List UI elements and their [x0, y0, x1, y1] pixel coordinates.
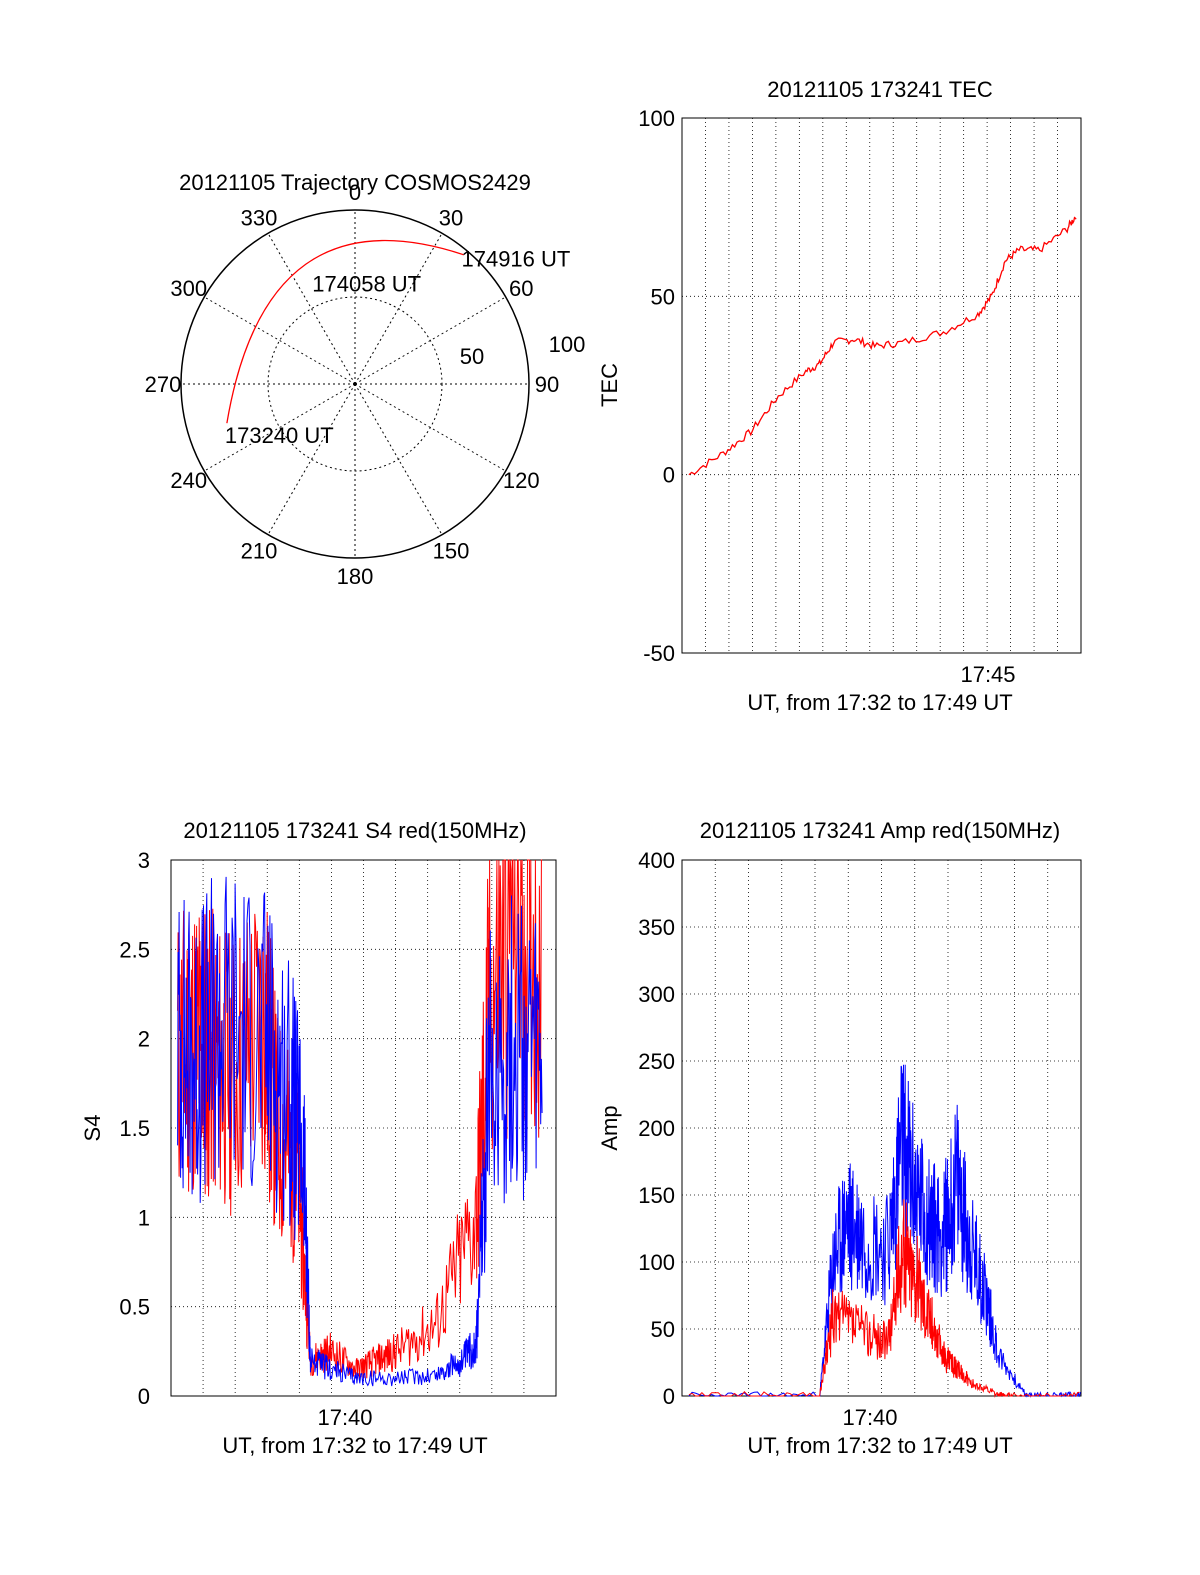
- azimuth-label: 120: [503, 468, 540, 493]
- elevation-label: 100: [549, 332, 586, 357]
- trajectory-point-labels: 173240 UT 174058 UT 174916 UT: [225, 247, 570, 448]
- y-tick-label: 2: [138, 1027, 150, 1052]
- y-tick-label: 0: [663, 463, 675, 488]
- azimuth-label: 150: [433, 538, 470, 563]
- amp-title: 20121105 173241 Amp red(150MHz): [700, 818, 1060, 843]
- amp-x-tick-label: 17:40: [842, 1405, 897, 1430]
- s4-grid: [171, 859, 556, 1397]
- amp-x-axis-label: UT, from 17:32 to 17:49 UT: [747, 1433, 1012, 1458]
- y-tick-label: 2.5: [119, 937, 150, 962]
- azimuth-label: 30: [439, 206, 463, 231]
- polar-spoke: [267, 233, 356, 385]
- amp-blue-series: [688, 1064, 1081, 1398]
- y-tick-label: 150: [638, 1183, 675, 1208]
- point-label-mid: 174058 UT: [312, 272, 421, 297]
- y-tick-label: 1: [138, 1205, 150, 1230]
- tec-y-axis-label: TEC: [597, 363, 622, 407]
- tec-y-tick-labels: 100 50 0 -50: [638, 106, 675, 666]
- azimuth-label: 180: [337, 564, 374, 589]
- y-tick-label: 50: [651, 1317, 675, 1342]
- azimuth-labels: 0 30 60 90 120 150 180 210 240 270 300 330: [145, 180, 560, 589]
- s4-blue-series: [177, 876, 543, 1387]
- amp-y-axis-label: Amp: [597, 1105, 622, 1150]
- s4-y-axis-label: S4: [80, 1115, 105, 1142]
- tec-series-line: [688, 216, 1077, 476]
- s4-title: 20121105 173241 S4 red(150MHz): [183, 818, 526, 843]
- s4-series: [177, 859, 543, 1387]
- elevation-labels: 50 100: [460, 332, 586, 369]
- y-tick-label: 3: [138, 848, 150, 873]
- y-tick-label: 300: [638, 982, 675, 1007]
- polar-spoke: [354, 233, 443, 385]
- trajectory-title: 20121105 Trajectory COSMOS2429: [179, 170, 531, 195]
- y-tick-label: 0.5: [119, 1295, 150, 1320]
- s4-x-axis-label: UT, from 17:32 to 17:49 UT: [222, 1433, 487, 1458]
- azimuth-label: 0: [349, 180, 361, 205]
- azimuth-label: 330: [241, 206, 278, 231]
- amp-red-series: [688, 1199, 1080, 1398]
- y-tick-label: -50: [643, 641, 675, 666]
- elevation-label: 50: [460, 344, 484, 369]
- azimuth-label: 60: [509, 276, 533, 301]
- tec-title: 20121105 173241 TEC: [767, 77, 993, 102]
- y-tick-label: 1.5: [119, 1116, 150, 1141]
- polar-spoke: [267, 383, 356, 535]
- amp-grid: [682, 859, 1081, 1397]
- y-tick-label: 200: [638, 1116, 675, 1141]
- s4-panel: 20121105 173241 S4 red(150MHz) 0 0.5 1 1.5 2…: [80, 818, 557, 1458]
- polar-spoke: [354, 296, 506, 385]
- tec-grid: [682, 117, 1081, 654]
- tec-x-tick-label: 17:45: [960, 662, 1015, 687]
- amp-y-tick-labels: 0 50 100 150 200 250 300 350 400: [638, 848, 675, 1409]
- azimuth-label: 210: [241, 538, 278, 563]
- y-tick-label: 50: [651, 284, 675, 309]
- y-tick-label: 400: [638, 848, 675, 873]
- polar-outer-ring: [180, 209, 530, 559]
- point-label-start: 173240 UT: [225, 423, 334, 448]
- polar-spoke: [354, 383, 443, 535]
- polar-spoke: [204, 296, 356, 385]
- tec-x-axis-label: UT, from 17:32 to 17:49 UT: [747, 690, 1012, 715]
- trajectory-track: [226, 239, 464, 424]
- s4-x-tick-label: 17:40: [317, 1405, 372, 1430]
- y-tick-label: 350: [638, 915, 675, 940]
- y-tick-label: 0: [663, 1384, 675, 1409]
- s4-y-tick-labels: 0 0.5 1 1.5 2 2.5 3: [119, 848, 150, 1409]
- amp-panel: 20121105 173241 Amp red(150MHz) 0 50 100 15…: [597, 818, 1082, 1458]
- amp-series: [688, 1064, 1081, 1398]
- y-tick-label: 0: [138, 1384, 150, 1409]
- point-label-end: 174916 UT: [461, 247, 570, 272]
- azimuth-label: 270: [145, 372, 182, 397]
- polar-spoke: [354, 383, 506, 472]
- azimuth-label: 90: [535, 372, 559, 397]
- y-tick-label: 250: [638, 1049, 675, 1074]
- tec-plot-frame: [681, 117, 1082, 654]
- trajectory-panel: 20121105 Trajectory COSMOS2429 0 30 60 90 12…: [145, 170, 586, 589]
- y-tick-label: 100: [638, 106, 675, 131]
- polar-grid: [180, 209, 530, 559]
- y-tick-label: 100: [638, 1250, 675, 1275]
- polar-spoke: [204, 383, 356, 472]
- azimuth-label: 240: [170, 468, 207, 493]
- azimuth-label: 300: [170, 276, 207, 301]
